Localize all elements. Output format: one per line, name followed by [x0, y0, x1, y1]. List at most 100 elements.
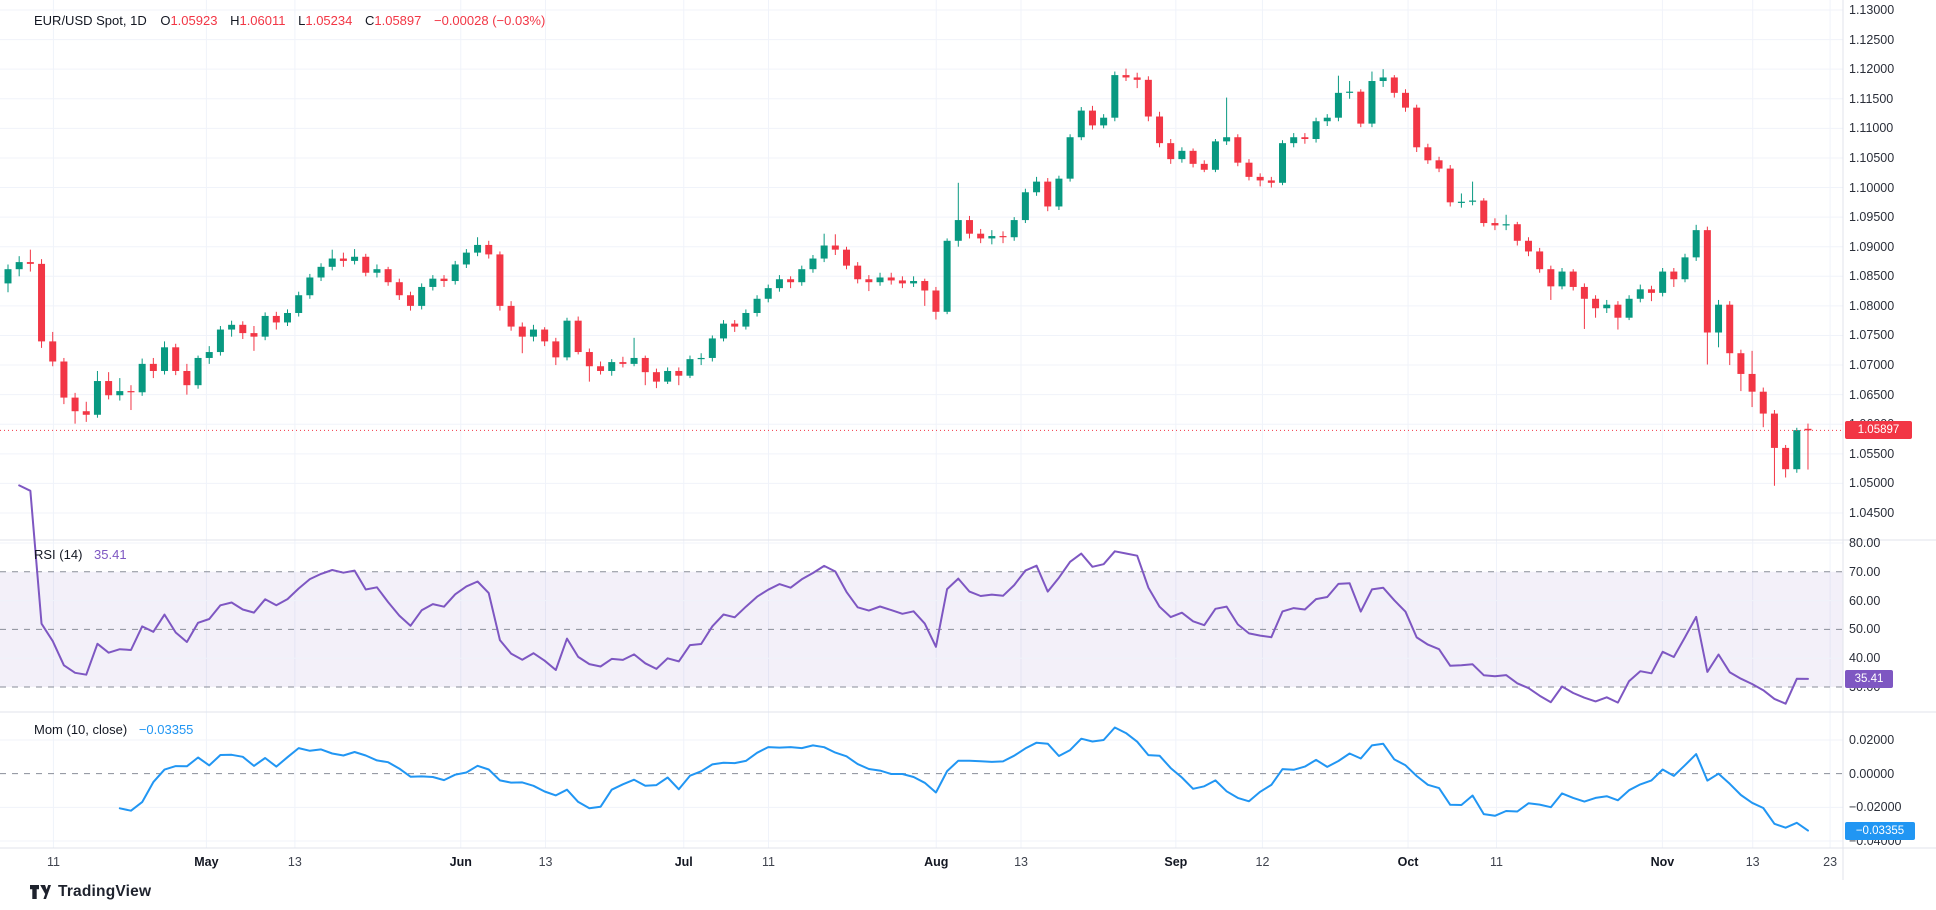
candle-up[interactable] [261, 315, 269, 337]
candle-up[interactable] [351, 256, 359, 261]
candle-up[interactable] [1334, 92, 1342, 118]
candle-down[interactable] [1267, 180, 1275, 183]
candle-up[interactable] [943, 240, 951, 312]
candle-down[interactable] [1737, 353, 1745, 374]
candle-down[interactable] [965, 220, 973, 234]
candle-up[interactable] [429, 278, 437, 287]
candle-down[interactable] [552, 341, 560, 358]
candle-down[interactable] [49, 341, 57, 362]
candle-down[interactable] [1480, 200, 1488, 224]
candle-up[interactable] [1793, 430, 1801, 470]
candle-down[interactable] [1357, 91, 1365, 124]
candle-down[interactable] [362, 256, 370, 273]
candle-down[interactable] [1670, 271, 1678, 280]
candle-up[interactable] [1346, 91, 1354, 93]
candle-down[interactable] [1189, 150, 1197, 164]
candle-down[interactable] [239, 324, 247, 334]
candle-down[interactable] [652, 372, 660, 382]
candle-up[interactable] [116, 391, 124, 396]
candle-up[interactable] [954, 220, 962, 241]
candle-up[interactable] [317, 266, 325, 278]
candle-up[interactable] [798, 269, 806, 283]
candle-up[interactable] [474, 244, 482, 253]
candle-down[interactable] [172, 347, 180, 371]
candle-up[interactable] [4, 269, 12, 284]
candle-up[interactable] [306, 277, 314, 296]
candle-down[interactable] [485, 244, 493, 255]
candle-down[interactable] [1580, 286, 1588, 299]
candle-down[interactable] [1726, 304, 1734, 354]
candle-down[interactable] [1770, 413, 1778, 448]
candle-down[interactable] [384, 269, 392, 283]
candle-down[interactable] [1536, 251, 1544, 270]
candle-up[interactable] [608, 362, 616, 371]
candle-down[interactable] [898, 280, 906, 284]
candle-down[interactable] [518, 326, 526, 337]
tradingview-logo[interactable]: TradingView [30, 883, 151, 901]
candle-down[interactable] [339, 258, 347, 261]
candle-up[interactable] [1211, 141, 1219, 170]
candle-up[interactable] [563, 320, 571, 358]
rsi-legend[interactable]: RSI (14) 35.41 [34, 547, 127, 562]
candle-up[interactable] [764, 288, 772, 299]
momentum-legend[interactable]: Mom (10, close) −0.03355 [34, 722, 193, 737]
momentum-line[interactable] [118, 726, 1809, 832]
candle-up[interactable] [1290, 137, 1298, 144]
candle-down[interactable] [1245, 162, 1253, 177]
candle-down[interactable] [585, 352, 593, 367]
candle-up[interactable] [1502, 224, 1510, 226]
candle-up[interactable] [686, 359, 694, 376]
candle-down[interactable] [999, 236, 1007, 238]
candle-down[interactable] [127, 391, 135, 393]
candle-up[interactable] [1055, 178, 1063, 207]
candle-up[interactable] [1715, 304, 1723, 333]
candle-down[interactable] [831, 245, 839, 250]
candle-up[interactable] [1379, 77, 1387, 82]
candle-up[interactable] [138, 363, 146, 393]
candle-down[interactable] [932, 290, 940, 312]
candle-up[interactable] [1066, 137, 1074, 179]
candle-down[interactable] [619, 362, 627, 364]
candle-up[interactable] [418, 286, 426, 306]
candle-up[interactable] [910, 281, 918, 284]
candle-up[interactable] [93, 381, 101, 415]
candle-up[interactable] [720, 323, 728, 339]
candle-up[interactable] [753, 298, 761, 313]
candle-up[interactable] [820, 245, 828, 259]
candle-down[interactable] [440, 278, 448, 282]
candle-down[interactable] [1782, 447, 1790, 470]
candle-up[interactable] [1033, 181, 1041, 193]
candle-down[interactable] [1569, 271, 1577, 287]
candle-up[interactable] [664, 370, 672, 382]
candle-down[interactable] [1424, 147, 1432, 161]
candle-down[interactable] [597, 366, 605, 371]
candle-down[interactable] [854, 265, 862, 280]
candle-down[interactable] [149, 363, 157, 371]
candle-down[interactable] [641, 357, 649, 373]
candle-down[interactable] [1614, 304, 1622, 318]
candle-down[interactable] [541, 329, 549, 342]
candle-up[interactable] [161, 347, 169, 371]
candle-up[interactable] [1279, 143, 1287, 183]
candle-down[interactable] [887, 277, 895, 281]
candle-down[interactable] [1703, 230, 1711, 333]
candle-up[interactable] [1021, 192, 1029, 221]
candle-down[interactable] [272, 315, 280, 323]
candle-up[interactable] [697, 357, 705, 360]
candle-up[interactable] [809, 258, 817, 270]
candle-down[interactable] [731, 323, 739, 327]
candle-down[interactable] [1088, 110, 1096, 126]
candle-up[interactable] [630, 357, 638, 364]
candle-down[interactable] [1044, 181, 1052, 207]
candle-up[interactable] [1558, 271, 1566, 287]
candle-down[interactable] [250, 333, 258, 337]
candle-up[interactable] [1312, 121, 1320, 140]
candle-up[interactable] [1010, 220, 1018, 238]
candle-down[interactable] [1547, 269, 1555, 287]
candle-down[interactable] [183, 370, 191, 386]
candle-down[interactable] [1390, 77, 1398, 93]
candle-down[interactable] [1524, 240, 1532, 252]
candle-up[interactable] [15, 262, 23, 270]
candle-up[interactable] [1223, 137, 1231, 142]
candle-down[interactable] [865, 279, 873, 283]
